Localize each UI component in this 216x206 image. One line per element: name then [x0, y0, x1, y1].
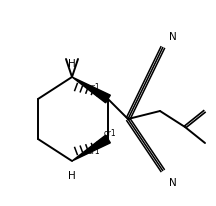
Text: H: H — [68, 170, 76, 180]
Text: or1: or1 — [88, 147, 100, 156]
Text: or1: or1 — [104, 129, 116, 138]
Text: N: N — [169, 177, 177, 187]
Polygon shape — [72, 78, 110, 103]
Text: or1: or1 — [88, 83, 100, 92]
Text: H: H — [68, 59, 76, 69]
Polygon shape — [72, 136, 110, 161]
Text: N: N — [169, 32, 177, 42]
